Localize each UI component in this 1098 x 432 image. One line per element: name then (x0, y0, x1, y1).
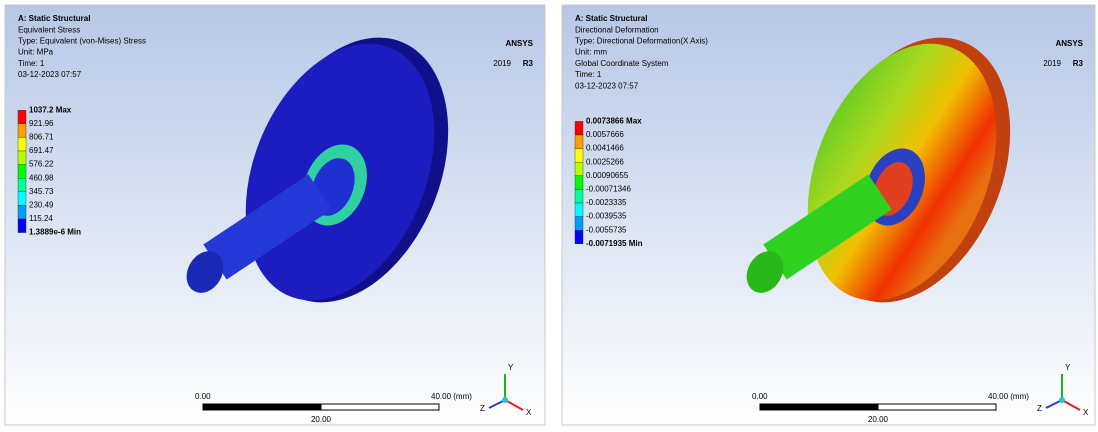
legend-label: 460.98 (29, 173, 54, 182)
header-line: 03-12-2023 07:57 (18, 70, 82, 79)
header-line: Unit: MPa (18, 48, 54, 57)
legend-color (574, 202, 584, 217)
legend-label: 806.71 (29, 133, 54, 142)
triad-label-z: Z (480, 404, 485, 413)
scale-bar-white (877, 403, 997, 411)
triad-x (504, 399, 524, 411)
triad-origin (1059, 397, 1065, 403)
legend-color (17, 123, 27, 138)
logo-release: R3 (523, 59, 534, 68)
triad-x (1061, 399, 1081, 411)
scale-end: 40.00 (mm) (988, 392, 1029, 401)
viewport-left (4, 4, 546, 426)
legend-label: -0.0071935 Min (586, 239, 643, 248)
legend-label: 345.73 (29, 187, 54, 196)
shaft-end (746, 251, 784, 293)
scale-bar-black (759, 403, 879, 411)
legend-color (17, 150, 27, 165)
legend-color (574, 175, 584, 190)
shaft-end (186, 251, 224, 293)
legend-label: -0.0055735 (586, 225, 627, 234)
legend-label: -0.0039535 (586, 212, 627, 221)
legend-color (17, 205, 27, 220)
legend-label: 0.00090655 (586, 171, 629, 180)
legend-color (17, 109, 27, 124)
logo-version: 2019 (1043, 59, 1061, 68)
legend-color (17, 164, 27, 179)
legend-label: 0.0041466 (586, 144, 624, 153)
header-line: Global Coordinate System (575, 59, 669, 68)
legend-color (17, 177, 27, 192)
legend-color (574, 229, 584, 244)
scale-bar-white (320, 403, 440, 411)
scale-end: 40.00 (mm) (431, 392, 472, 401)
triad-label-y: Y (508, 363, 514, 372)
legend-color (574, 134, 584, 149)
header-line: A: Static Structural (18, 14, 90, 23)
logo-brand: ANSYS (1055, 39, 1083, 48)
legend-label: 921.96 (29, 119, 54, 128)
legend-color (574, 121, 584, 136)
legend-label: 576.22 (29, 160, 54, 169)
scale-bar-black (202, 403, 322, 411)
legend-label: -0.0023335 (586, 198, 627, 207)
scale-mid: 20.00 (868, 415, 889, 424)
triad-label-x: X (1083, 408, 1089, 417)
shaft (763, 174, 892, 280)
header-line: Directional Deformation (575, 25, 659, 34)
header-line: Time: 1 (575, 70, 602, 79)
scale-mid: 20.00 (311, 415, 332, 424)
logo-brand: ANSYS (505, 39, 533, 48)
scale-start: 0.00 (752, 392, 768, 401)
legend-label: 1.3889e-6 Min (29, 228, 81, 237)
logo-version: 2019 (493, 59, 511, 68)
legend-label: 0.0057666 (586, 130, 624, 139)
triad-label-x: X (526, 408, 532, 417)
legend-color (17, 137, 27, 152)
legend-label: -0.00071346 (586, 185, 631, 194)
legend-label: 230.49 (29, 201, 54, 210)
legend-color (17, 218, 27, 233)
header-line: A: Static Structural (575, 14, 647, 23)
header-line: Equivalent Stress (18, 25, 80, 34)
legend-color (574, 189, 584, 204)
legend-label: 0.0025266 (586, 157, 624, 166)
triad-origin (502, 397, 508, 403)
legend-color (17, 191, 27, 206)
triad-label-z: Z (1037, 404, 1042, 413)
legend-color (574, 216, 584, 231)
header-line: Type: Equivalent (von-Mises) Stress (18, 37, 146, 46)
viewport-right (561, 4, 1096, 426)
legend-label: 691.47 (29, 146, 54, 155)
shaft (203, 174, 332, 280)
legend-label: 115.24 (29, 214, 53, 223)
scale-start: 0.00 (195, 392, 211, 401)
header-line: Unit: mm (575, 48, 607, 57)
logo-release: R3 (1073, 59, 1084, 68)
triad-label-y: Y (1065, 363, 1071, 372)
legend-label: 1037.2 Max (29, 105, 72, 114)
header-line: 03-12-2023 07:57 (575, 81, 639, 90)
header-line: Time: 1 (18, 59, 45, 68)
legend-label: 0.0073866 Max (586, 117, 642, 126)
header-line: Type: Directional Deformation(X Axis) (575, 37, 708, 46)
legend-color (574, 148, 584, 163)
legend-color (574, 161, 584, 176)
